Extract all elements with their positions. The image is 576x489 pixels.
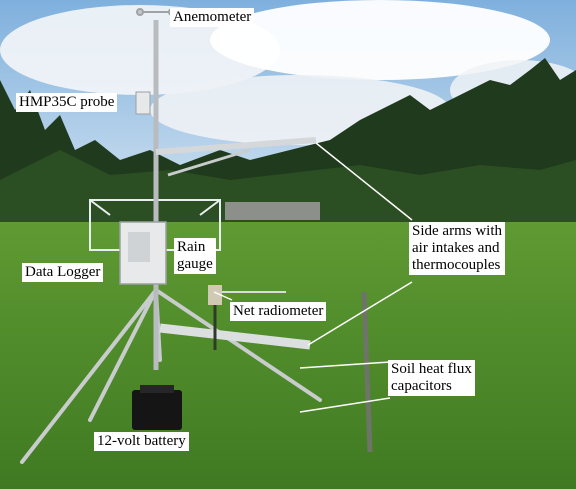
hmp35c-shield <box>135 91 151 115</box>
forest-highlight <box>0 150 576 230</box>
rain-gauge-label: Rain gauge <box>174 238 216 274</box>
cloud <box>210 0 550 80</box>
stake <box>361 291 373 453</box>
upper-arm-brace <box>167 148 251 177</box>
soil-heat-flux-label: Soil heat flux capacitors <box>388 360 475 396</box>
leader-lines <box>213 142 413 413</box>
bleachers <box>225 202 320 220</box>
battery-label: 12-volt battery <box>94 432 189 451</box>
data-logger-label: Data Logger <box>22 263 104 282</box>
rain-gauge-body <box>208 285 222 305</box>
upper-arm <box>155 137 317 155</box>
battery <box>132 390 182 430</box>
net-radiometer-label: Net radiometer <box>230 302 327 321</box>
cloud <box>0 5 280 95</box>
hmp35c-probe-label: HMP35C probe <box>16 93 118 112</box>
side-arms-label: Side arms with air intakes and thermocou… <box>409 222 505 275</box>
anemometer-label: Anemometer <box>170 8 255 27</box>
lower-arm <box>159 323 311 350</box>
